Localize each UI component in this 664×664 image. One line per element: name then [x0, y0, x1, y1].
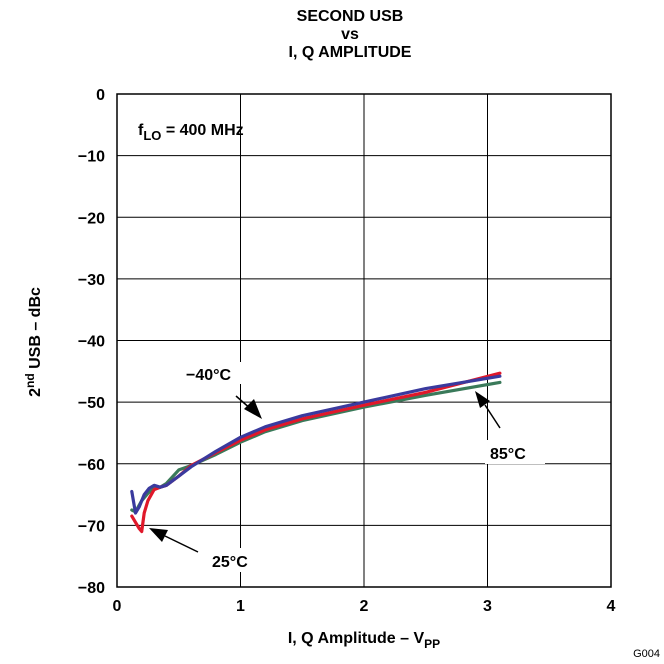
- annotation-bg-25: [205, 548, 261, 572]
- y-tick-label: −40: [78, 334, 105, 351]
- y-tick-label: −20: [78, 210, 105, 227]
- y-axis-label-post: USB – dBc: [27, 287, 44, 373]
- y-tick-label: −80: [78, 580, 105, 597]
- condition-rest: = 400 MHz: [161, 122, 243, 139]
- x-axis-label: I, Q Amplitude – VPP: [288, 630, 440, 651]
- x-tick-label: 4: [607, 598, 616, 615]
- y-axis-label-pre: 2: [27, 388, 44, 397]
- annotation-bg-minus40: [180, 362, 242, 384]
- x-axis-unit: V: [413, 630, 424, 647]
- x-axis-label-dash: –: [400, 630, 409, 647]
- y-tick-label: −70: [78, 518, 105, 535]
- arrow-25-head: [149, 528, 168, 542]
- grid-lines: [117, 94, 611, 587]
- chart-title-line-1: SECOND USB: [296, 8, 404, 25]
- y-axis-label: 2nd USB – dBc: [23, 287, 44, 397]
- arrow-minus40-head: [244, 399, 262, 419]
- condition-sub: LO: [143, 128, 161, 143]
- series-line-0: [130, 374, 502, 515]
- condition-label: fLO = 400 MHz: [138, 122, 244, 143]
- plot-frame: [116, 93, 612, 588]
- condition-main: f: [138, 122, 144, 139]
- arrow-25-line: [164, 535, 199, 553]
- x-tick-label: 0: [113, 598, 122, 615]
- y-tick-label: −50: [78, 395, 105, 412]
- annotation-bg-85: [485, 440, 545, 464]
- y-tick-label: −30: [78, 272, 105, 289]
- tick-labels: 0 1 2 3 4 0 −10 −20 −30 −40 −50 −60 −70 −80: [78, 87, 616, 615]
- series-line-1: [130, 371, 502, 534]
- annotation-minus40: −40°C: [186, 367, 232, 384]
- y-axis-label-sup: nd: [23, 373, 37, 388]
- annotation-85: 85°C: [490, 446, 526, 463]
- y-tick-label: −10: [78, 149, 105, 166]
- x-axis-label-text: I, Q Amplitude: [288, 630, 396, 647]
- chart-title-line-2: vs: [341, 26, 359, 43]
- figure-code: G004: [633, 648, 660, 660]
- annotation-25: 25°C: [212, 554, 248, 571]
- x-tick-label: 1: [236, 598, 245, 615]
- arrow-85-line: [484, 404, 501, 429]
- series-lines: [130, 371, 502, 534]
- y-tick-label: −60: [78, 457, 105, 474]
- chart-title-line-3: I, Q AMPLITUDE: [288, 44, 412, 61]
- x-tick-label: 2: [360, 598, 369, 615]
- y-tick-label: 0: [96, 87, 105, 104]
- x-axis-unit-sub: PP: [424, 637, 440, 651]
- x-tick-label: 3: [483, 598, 492, 615]
- arrow-85-head: [475, 391, 490, 408]
